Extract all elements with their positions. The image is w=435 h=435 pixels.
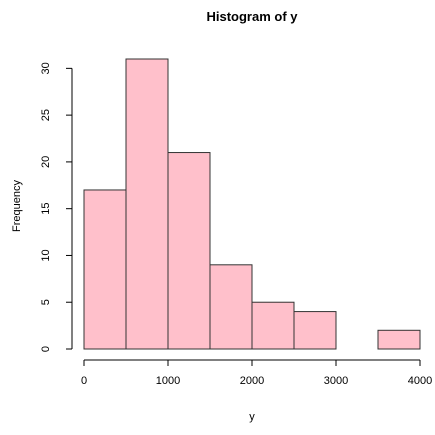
y-tick-label: 10 <box>40 249 52 261</box>
histogram-bar <box>125 58 169 350</box>
y-tick-label: 30 <box>40 62 52 74</box>
y-tick-label: 25 <box>40 109 52 121</box>
histogram-bar <box>209 264 253 350</box>
x-axis-label: y <box>249 411 255 423</box>
histogram-bar <box>251 301 295 350</box>
y-tick-label: 5 <box>40 299 52 305</box>
histogram-bar <box>167 152 211 350</box>
histogram-bar <box>83 189 127 350</box>
x-tick-label: 2000 <box>240 375 264 387</box>
histogram-bar <box>293 311 337 350</box>
chart-title: Histogram of y <box>206 9 298 24</box>
y-axis: 0 5 10 15 20 25 30 <box>40 62 73 352</box>
y-tick-label: 0 <box>40 346 52 352</box>
x-tick-label: 3000 <box>324 375 348 387</box>
y-tick-label: 15 <box>40 203 52 215</box>
x-axis: 0 1000 2000 3000 4000 <box>81 359 432 387</box>
y-axis-label: Frequency <box>11 180 23 232</box>
x-tick-label: 1000 <box>156 375 180 387</box>
bars-group <box>83 58 421 350</box>
x-tick-label: 4000 <box>408 375 432 387</box>
x-tick-label: 0 <box>81 375 87 387</box>
y-tick-label: 20 <box>40 156 52 168</box>
histogram-bar <box>377 329 421 350</box>
